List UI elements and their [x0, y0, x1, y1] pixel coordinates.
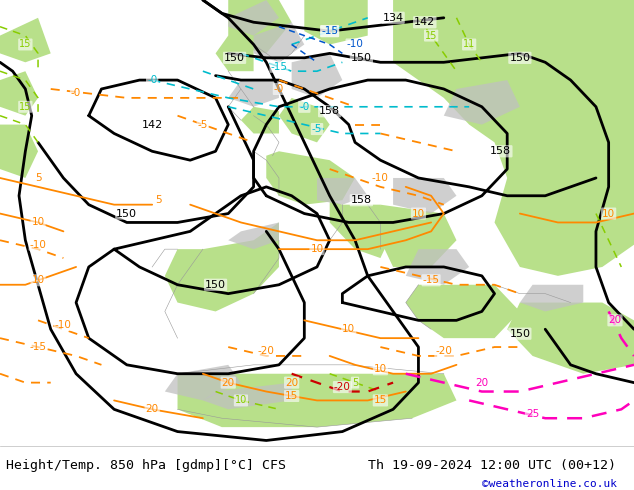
Text: 10: 10 — [235, 395, 247, 405]
Polygon shape — [165, 365, 241, 400]
Polygon shape — [0, 71, 38, 116]
Polygon shape — [393, 178, 456, 214]
Polygon shape — [0, 124, 38, 178]
Text: 5: 5 — [352, 378, 358, 388]
Polygon shape — [304, 0, 368, 45]
Polygon shape — [228, 0, 279, 36]
Text: Height/Temp. 850 hPa [gdmp][°C] CFS: Height/Temp. 850 hPa [gdmp][°C] CFS — [6, 459, 287, 472]
Text: 10: 10 — [412, 209, 425, 219]
Text: 10: 10 — [32, 218, 44, 227]
Polygon shape — [507, 302, 634, 374]
Text: 150: 150 — [224, 53, 245, 63]
Polygon shape — [292, 53, 342, 98]
Text: 15: 15 — [19, 40, 32, 49]
Text: -10: -10 — [372, 173, 389, 183]
Text: 10: 10 — [342, 324, 355, 334]
Text: 150: 150 — [351, 53, 372, 63]
Text: 5: 5 — [155, 195, 162, 205]
Text: 15: 15 — [374, 395, 387, 405]
Text: 150: 150 — [116, 209, 138, 219]
Polygon shape — [203, 383, 292, 409]
Polygon shape — [406, 285, 520, 338]
Polygon shape — [228, 222, 279, 249]
Text: -20: -20 — [436, 346, 452, 357]
Polygon shape — [406, 249, 469, 285]
Text: -15: -15 — [271, 62, 287, 72]
Text: -0: -0 — [147, 75, 157, 85]
Text: 15: 15 — [425, 30, 437, 41]
Text: 11: 11 — [463, 40, 476, 49]
Text: 25: 25 — [526, 409, 539, 419]
Polygon shape — [279, 98, 330, 143]
Text: 150: 150 — [205, 280, 226, 290]
Polygon shape — [228, 80, 279, 107]
Text: 10: 10 — [311, 244, 323, 254]
Text: 150: 150 — [509, 329, 531, 339]
Polygon shape — [241, 107, 279, 133]
Text: 158: 158 — [319, 106, 340, 116]
Text: -15: -15 — [423, 275, 439, 285]
Text: 5: 5 — [35, 173, 41, 183]
Text: 142: 142 — [414, 17, 436, 27]
Text: -5: -5 — [312, 124, 322, 134]
Polygon shape — [0, 18, 51, 62]
Polygon shape — [165, 222, 279, 312]
Text: -0: -0 — [71, 88, 81, 98]
Polygon shape — [380, 205, 456, 267]
Polygon shape — [228, 0, 292, 53]
Text: -10: -10 — [55, 320, 72, 330]
Text: 10: 10 — [374, 364, 387, 374]
Text: -0: -0 — [274, 84, 284, 94]
Text: ©weatheronline.co.uk: ©weatheronline.co.uk — [482, 479, 617, 489]
Text: 15: 15 — [285, 391, 298, 401]
Polygon shape — [254, 22, 304, 62]
Text: 134: 134 — [382, 13, 404, 23]
Text: 20: 20 — [609, 316, 621, 325]
Polygon shape — [266, 151, 355, 205]
Text: 20: 20 — [476, 378, 488, 388]
Text: 158: 158 — [490, 147, 512, 156]
Text: 142: 142 — [141, 120, 163, 129]
Text: -10: -10 — [347, 40, 363, 49]
Text: -0: -0 — [299, 102, 309, 112]
Text: 158: 158 — [351, 195, 372, 205]
Text: 15: 15 — [19, 102, 32, 112]
Text: 20: 20 — [285, 378, 298, 388]
Polygon shape — [317, 178, 368, 205]
Text: -20: -20 — [334, 382, 351, 392]
Polygon shape — [520, 285, 583, 312]
Text: -15: -15 — [321, 26, 338, 36]
Text: 20: 20 — [146, 404, 158, 415]
Text: 150: 150 — [509, 53, 531, 63]
Text: -5: -5 — [198, 120, 208, 129]
Text: -15: -15 — [30, 342, 46, 352]
Text: 10: 10 — [602, 209, 615, 219]
Text: -10: -10 — [30, 240, 46, 250]
Polygon shape — [444, 80, 520, 124]
Text: 20: 20 — [222, 378, 235, 388]
Text: Th 19-09-2024 12:00 UTC (00+12): Th 19-09-2024 12:00 UTC (00+12) — [368, 459, 616, 472]
Text: -20: -20 — [258, 346, 275, 357]
Polygon shape — [330, 200, 393, 258]
Text: -10: -10 — [321, 26, 338, 36]
Polygon shape — [393, 0, 634, 276]
Polygon shape — [178, 374, 456, 427]
Text: 10: 10 — [32, 275, 44, 285]
Polygon shape — [216, 36, 254, 71]
